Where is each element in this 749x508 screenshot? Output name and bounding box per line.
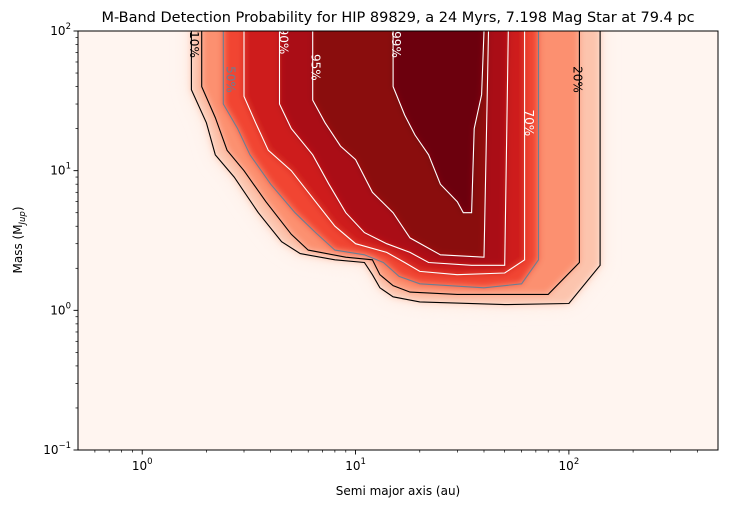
y-tick-label: 10−1 — [43, 441, 71, 457]
y-axis-label-main: Mass (M — [11, 224, 25, 273]
y-tick-label: 100 — [50, 301, 71, 317]
y-axis-label-close: ) — [11, 206, 25, 211]
contour-line-70pct — [243, 31, 526, 276]
plot-frame — [77, 30, 719, 451]
contour-label-95pct: 95% — [309, 54, 323, 81]
y-axis-label-subscript: Jup — [18, 211, 28, 226]
contour-label-90pct: 90% — [277, 28, 291, 55]
x-axis: 100 101 102 — [94, 450, 698, 473]
y-axis: 10−1 100 101 102 — [43, 22, 78, 457]
contour-line-90pct — [278, 31, 509, 266]
contour-line-95pct — [312, 31, 490, 258]
x-tick-label: 102 — [559, 457, 580, 473]
x-tick-label: 101 — [345, 457, 366, 473]
contour-line-20pct — [201, 31, 580, 295]
heatmap-region-99pct — [393, 31, 484, 213]
contour-label-70pct: 70% — [522, 109, 536, 136]
y-tick-label: 102 — [50, 22, 71, 38]
contour-lines — [190, 31, 601, 306]
x-axis-label: Semi major axis (au) — [336, 484, 460, 498]
contour-label-50pct: 50% — [224, 66, 238, 93]
contour-line-99pct — [392, 31, 485, 214]
heatmap — [191, 31, 601, 305]
x-tick-label: 100 — [132, 457, 153, 473]
contour-line-10pct — [190, 31, 601, 306]
y-tick-label: 101 — [50, 162, 71, 178]
y-axis-label: Mass (MJup) — [11, 206, 28, 273]
contour-label-10pct: 10% — [187, 31, 201, 58]
contour-label-20pct: 20% — [571, 66, 585, 93]
contour-labels: 10% 20% 50% 70% 90% 95% 99% — [187, 28, 585, 136]
contour-label-99pct: 99% — [389, 31, 403, 58]
chart-title: M-Band Detection Probability for HIP 898… — [101, 10, 694, 26]
heatmap-fill — [191, 31, 601, 305]
contour-line-50pct — [222, 31, 540, 289]
